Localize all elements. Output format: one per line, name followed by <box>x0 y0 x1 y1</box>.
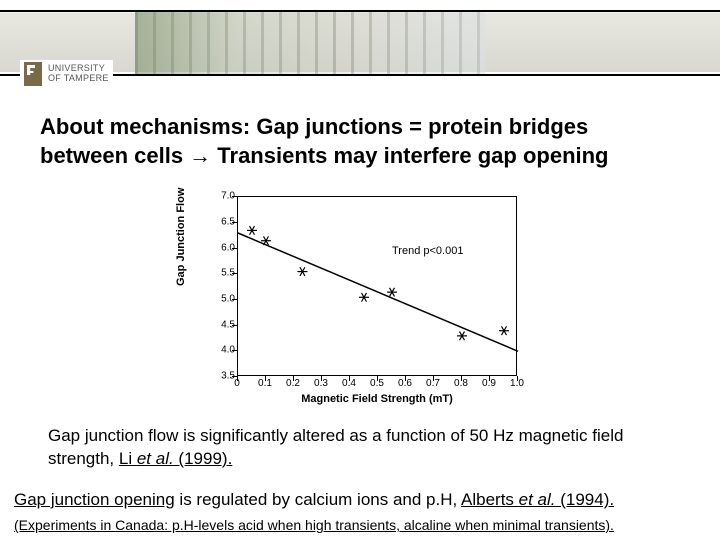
ytick-label: 4.0 <box>185 345 235 356</box>
data-point <box>499 327 509 336</box>
xtick-mark <box>489 376 490 381</box>
ytick-mark <box>232 299 237 300</box>
xtick-mark <box>517 376 518 381</box>
xtick-mark <box>377 376 378 381</box>
ytick-mark <box>232 222 237 223</box>
body-citation: Alberts et al. (1994). <box>461 490 614 509</box>
xtick-mark <box>293 376 294 381</box>
ytick-label: 6.5 <box>185 216 235 227</box>
xtick-mark <box>433 376 434 381</box>
caption-citation: Li et al. (1999). <box>119 449 232 468</box>
body-rest: is regulated by calcium ions and p.H <box>175 490 453 509</box>
xtick-mark <box>265 376 266 381</box>
data-point <box>387 288 397 297</box>
ytick-label: 5.5 <box>185 268 235 279</box>
data-point <box>359 293 369 302</box>
xtick-mark <box>461 376 462 381</box>
xtick-mark <box>405 376 406 381</box>
trend-line <box>238 233 518 351</box>
ytick-mark <box>232 248 237 249</box>
ytick-mark <box>232 350 237 351</box>
body-text: Gap junction opening is regulated by cal… <box>0 471 720 511</box>
plot-area: Trend p<0.001 <box>237 196 517 376</box>
xtick-mark <box>321 376 322 381</box>
chart-container: Trend p<0.001 Gap Junction Flow Magnetic… <box>0 180 720 419</box>
ytick-mark <box>232 196 237 197</box>
ytick-label: 5.0 <box>185 294 235 305</box>
footnote: (Experiments in Canada: p.H-levels acid … <box>0 511 720 533</box>
plot-svg <box>238 197 516 375</box>
ytick-label: 7.0 <box>185 191 235 202</box>
data-point <box>247 226 257 235</box>
logo-text: UNIVERSITY OF TAMPERE <box>48 64 109 84</box>
body-subject: Gap junction opening <box>14 490 175 509</box>
ytick-mark <box>232 325 237 326</box>
gap-junction-chart: Trend p<0.001 Gap Junction Flow Magnetic… <box>185 188 535 413</box>
logo-mark-icon <box>24 62 42 86</box>
xtick-mark <box>237 376 238 381</box>
header-banner: UNIVERSITY OF TAMPERE <box>0 0 720 85</box>
xtick-mark <box>349 376 350 381</box>
data-point <box>457 332 467 341</box>
slide-title: About mechanisms: Gap junctions = protei… <box>0 85 720 180</box>
university-logo: UNIVERSITY OF TAMPERE <box>20 60 113 88</box>
ytick-label: 6.0 <box>185 242 235 253</box>
logo-line2: OF TAMPERE <box>48 74 109 84</box>
ytick-mark <box>232 273 237 274</box>
trend-label: Trend p<0.001 <box>392 245 463 257</box>
ytick-label: 4.5 <box>185 319 235 330</box>
data-point <box>297 267 307 276</box>
banner-photo <box>135 12 485 74</box>
chart-caption: Gap junction flow is significantly alter… <box>0 419 720 471</box>
x-axis-label: Magnetic Field Strength (mT) <box>237 393 517 405</box>
